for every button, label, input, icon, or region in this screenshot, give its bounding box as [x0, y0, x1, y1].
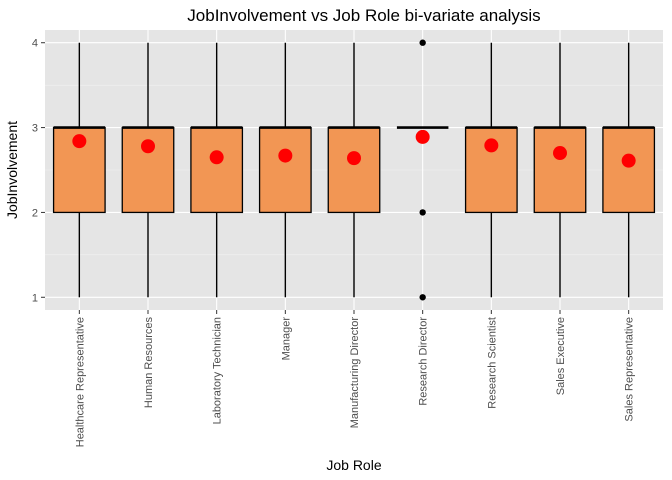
box-group: [190, 42, 244, 298]
chart-title: JobInvolvement vs Job Role bi-variate an…: [187, 6, 540, 25]
box: [602, 126, 656, 214]
x-tick-label: Manager: [280, 317, 292, 361]
box-group: [327, 42, 381, 298]
y-tick-label: 2: [32, 207, 38, 219]
x-tick-label: Human Resources: [143, 317, 155, 409]
mean-point: [484, 138, 499, 153]
mean-point: [553, 146, 567, 161]
box-group: [602, 42, 656, 298]
x-tick-label: Manufacturing Director: [349, 317, 361, 429]
mean-point: [621, 153, 636, 168]
box-group: [258, 42, 312, 298]
mean-point: [72, 134, 87, 149]
x-tick-label: Research Scientist: [486, 317, 498, 409]
x-tick-label: Healthcare Representative: [74, 317, 86, 447]
box: [533, 126, 587, 214]
box: [190, 126, 244, 214]
mean-point: [141, 139, 155, 154]
x-tick-label: Laboratory Technician: [212, 317, 224, 424]
box: [258, 126, 312, 214]
x-axis: Healthcare Representative Human Resources…: [74, 310, 636, 447]
y-axis: 1 2 3 4: [32, 38, 45, 304]
y-axis-title: JobInvolvement: [4, 121, 20, 219]
y-tick-label: 3: [32, 123, 38, 135]
y-tick-label: 4: [32, 38, 38, 50]
y-tick-label: 1: [32, 292, 38, 304]
mean-point: [278, 148, 293, 163]
box-group: [52, 42, 106, 298]
box-group: [533, 42, 587, 298]
chart-marks: [52, 39, 656, 301]
x-tick-label: Sales Executive: [555, 317, 567, 395]
x-tick-label: Research Director: [418, 317, 430, 406]
outlier-point: [419, 209, 426, 216]
mean-point: [347, 151, 361, 166]
box: [327, 126, 381, 214]
box-group: [464, 42, 518, 298]
x-axis-title: Job Role: [326, 457, 381, 473]
box-group: [396, 39, 449, 301]
outlier-point: [419, 294, 426, 301]
x-tick-label: Sales Representative: [624, 317, 636, 422]
outlier-point: [419, 39, 426, 46]
mean-point: [209, 150, 224, 165]
box-group: [121, 42, 175, 298]
mean-point: [415, 129, 430, 144]
